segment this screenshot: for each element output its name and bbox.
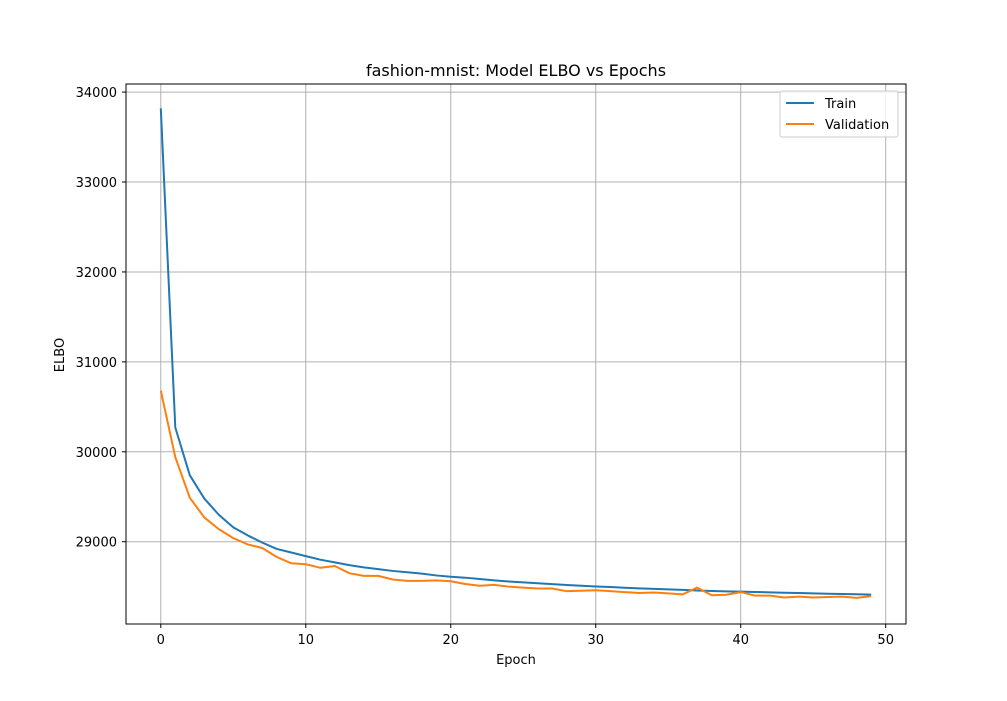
x-tick-label: 40 <box>732 633 749 648</box>
series-line-validation <box>159 390 872 599</box>
x-tick-label: 50 <box>877 633 894 648</box>
legend-label-validation: Validation <box>825 118 889 133</box>
grid <box>126 84 906 624</box>
y-tick-label: 34000 <box>76 86 117 101</box>
x-tick-label: 30 <box>587 633 604 648</box>
chart-title: fashion-mnist: Model ELBO vs Epochs <box>366 61 666 80</box>
y-tick-label: 29000 <box>76 536 117 551</box>
y-tick-label: 32000 <box>76 266 117 281</box>
x-tick-label: 10 <box>298 633 315 648</box>
y-tick-label: 30000 <box>76 446 117 461</box>
x-tick-label: 0 <box>157 633 165 648</box>
legend-label-train: Train <box>824 97 856 112</box>
axis-ticks: 0 10 20 30 40 50 29000 30000 31000 32000 33000 3400… <box>76 86 894 648</box>
x-axis-title: Epoch <box>496 653 536 668</box>
y-axis-title: ELBO <box>53 338 68 372</box>
plot-lines <box>159 108 872 599</box>
legend: Train Validation <box>779 90 899 138</box>
series-line-train <box>159 108 872 596</box>
y-tick-label: 33000 <box>76 176 117 191</box>
plot-area-frame <box>125 83 907 625</box>
x-tick-label: 20 <box>442 633 459 648</box>
y-tick-label: 31000 <box>76 356 117 371</box>
